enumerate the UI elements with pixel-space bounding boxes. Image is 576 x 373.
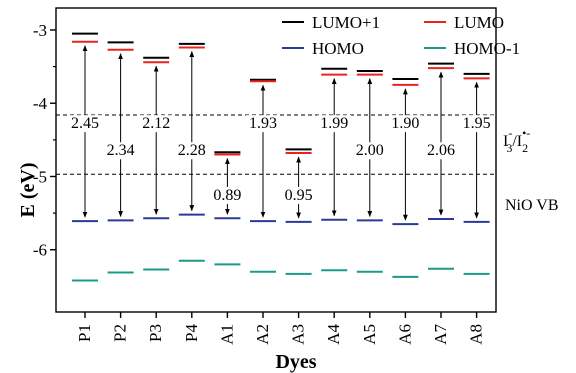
gap-label-bg [352, 142, 387, 160]
gap-label-bg [388, 115, 423, 133]
gap-label-a6: 1.90 [391, 115, 419, 132]
x-tick-label: P1 [75, 324, 94, 342]
gap-label-p3: 2.12 [142, 115, 170, 132]
gap-label-bg [174, 142, 209, 160]
y-tick-label: -4 [33, 94, 48, 113]
gap-label-bg [246, 115, 280, 133]
y-axis-title: E (eV) [17, 163, 39, 218]
x-tick-label: A2 [253, 324, 272, 345]
gap-label-a8: 1.95 [463, 115, 491, 132]
legend: LUMO+1 LUMO HOMO HOMO-1 [282, 13, 520, 58]
electrolyte-ref-label-sub: 3 [506, 141, 512, 155]
legend-label: LUMO [454, 13, 504, 32]
gap-labels: 2.45 2.34 2.12 2.28 0.89 1.93 0.95 1.99 2.00 1.90… [68, 115, 494, 204]
gap-label-p2: 2.34 [107, 142, 135, 159]
gap-label-bg [317, 115, 352, 133]
y-tick-label: -6 [33, 241, 47, 260]
legend-label: LUMO+1 [312, 13, 380, 32]
gap-label-bg [68, 115, 102, 133]
x-tick-label: A7 [431, 324, 450, 345]
gap-label-a2: 1.93 [249, 115, 277, 132]
y-tick-label: -3 [33, 21, 47, 40]
axes: -6 -5 -4 -3 P1 P2 P3 P4 A1 A2 A3 A4 A5 A6 A7 A8 [33, 7, 497, 345]
reference-lines [56, 114, 496, 175]
gap-label-bg [139, 115, 174, 133]
legend-label: HOMO-1 [454, 39, 520, 58]
gap-label-bg [103, 142, 138, 160]
x-tick-label: A6 [395, 324, 414, 345]
gap-label-a4: 1.99 [320, 115, 348, 132]
electrolyte-ref-label-sup2: •- [522, 126, 530, 140]
gap-label-bg [281, 186, 316, 204]
x-tick-label: A4 [324, 324, 343, 345]
gap-label-p4: 2.28 [178, 142, 206, 159]
gap-label-a7: 2.06 [427, 142, 455, 159]
gap-label-a5: 2.00 [356, 142, 384, 159]
electrolyte-ref-label-main: I [503, 133, 508, 150]
gap-label-bg [459, 115, 494, 133]
x-tick-label: P2 [111, 324, 130, 342]
x-tick-label: P3 [146, 324, 165, 342]
electrolyte-ref-label-mid: /I [512, 133, 522, 150]
x-tick-label: P4 [182, 324, 201, 342]
electrolyte-ref-label-sup: - [508, 126, 512, 140]
legend-label: HOMO [312, 39, 364, 58]
x-tick-label: A1 [217, 324, 236, 345]
plot-frame [55, 7, 497, 313]
electrolyte-ref-label: I-3/I2•- [503, 126, 530, 155]
gap-label-a1: 0.89 [213, 187, 241, 204]
electrolyte-ref-label-sub2: 2 [522, 141, 528, 155]
x-tick-label: A5 [360, 324, 379, 345]
x-tick-label: A3 [289, 324, 308, 345]
y-tick-label: -5 [33, 167, 47, 186]
nio-vb-label: NiO VB [505, 197, 559, 214]
gap-label-bg [210, 186, 245, 204]
gap-arrows [82, 45, 480, 221]
energy-levels [72, 32, 490, 282]
gap-label-p1: 2.45 [71, 115, 99, 132]
gap-label-bg [424, 142, 458, 160]
gap-label-a3: 0.95 [285, 187, 313, 204]
x-axis-title: Dyes [275, 351, 316, 373]
x-tick-label: A8 [467, 324, 486, 345]
